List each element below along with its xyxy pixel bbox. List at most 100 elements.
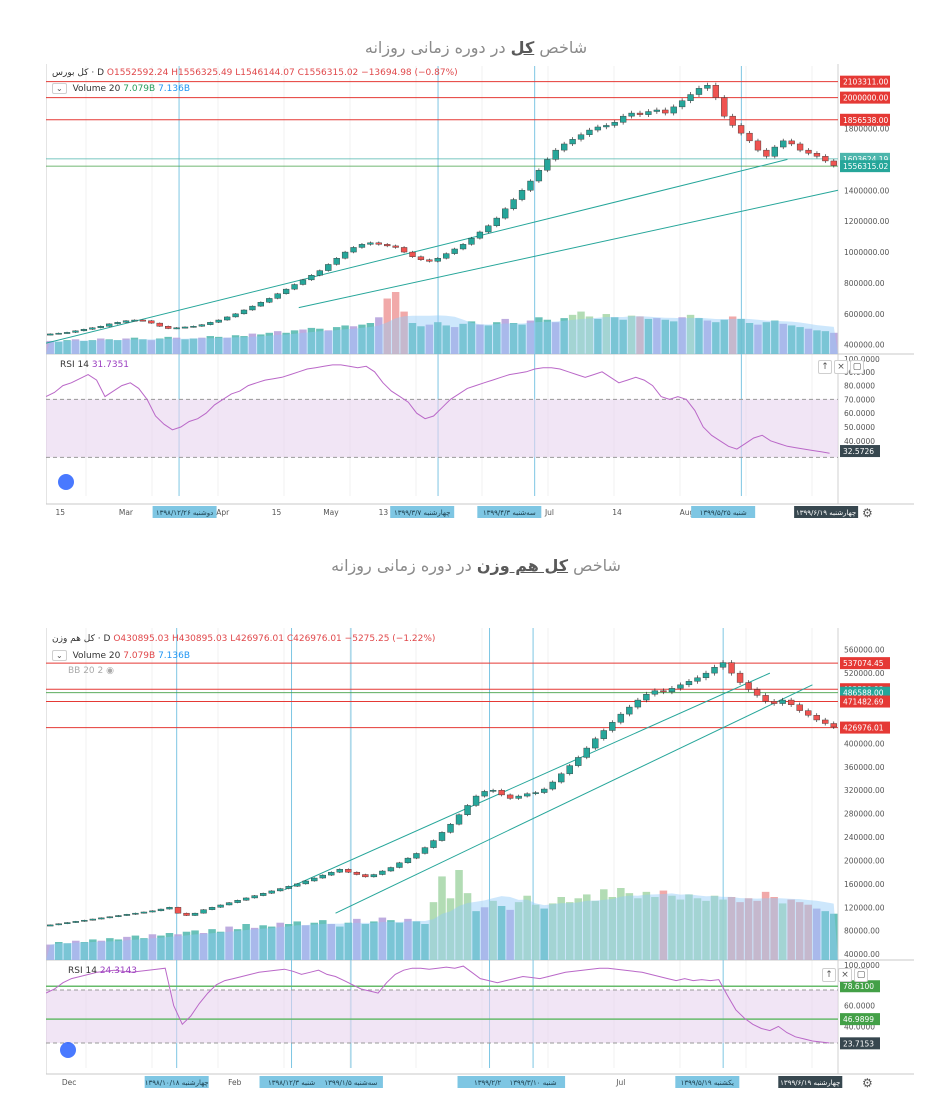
candle-body: [518, 190, 526, 200]
candle-body: [217, 904, 224, 908]
date-tag: شنبه ۱۳۹۹/۵/۲۵: [700, 509, 747, 517]
volume-bar: [489, 900, 497, 960]
date-tag-bg: [675, 1076, 740, 1088]
rsi-band: [46, 990, 838, 1044]
volume-bar: [242, 924, 250, 960]
volume-ma-area: [46, 893, 838, 960]
volume-bar: [434, 322, 442, 354]
candle-body: [617, 713, 625, 723]
price-axis-label: 160000.00: [844, 880, 885, 889]
symbol-name: کل هم وزن: [52, 634, 95, 644]
collapse-legend-button[interactable]: ⌄: [52, 83, 67, 94]
top-legend-volume: ⌄ Volume 20 7.079B 7.136B: [52, 83, 190, 94]
volume-bar: [450, 327, 459, 354]
volume-bar: [644, 318, 653, 354]
volume-bar: [829, 913, 838, 960]
volume-bar: [531, 904, 540, 960]
close-pane-button[interactable]: ×: [834, 360, 848, 374]
candle-body: [788, 140, 795, 145]
bottom-chart[interactable]: 560000.00 520000.00 400000.00 360000.00 3200…: [46, 628, 914, 1090]
eye-icon[interactable]: ◉: [106, 666, 114, 676]
volume-bar: [63, 340, 71, 354]
candle-body: [392, 245, 399, 248]
price-axis-label: 400000.00: [844, 341, 885, 350]
volume-bar: [276, 922, 284, 960]
volume-bar: [727, 897, 736, 960]
candle-body: [498, 790, 505, 796]
volume-bar: [463, 893, 472, 960]
volume-bar: [97, 338, 105, 354]
volume-bar: [147, 340, 156, 354]
candle-body: [123, 914, 131, 916]
volume-bar: [634, 898, 642, 960]
volume-bar: [585, 316, 594, 354]
candle-body: [140, 911, 148, 914]
volume-bar: [206, 336, 215, 354]
volume-bar: [299, 329, 307, 354]
rsi-tag: 78.6100: [843, 982, 874, 991]
price-tag-bg: [840, 160, 890, 173]
top-chart-svg[interactable]: 1800000.00 1400000.00 1200000.00 1000000.00…: [46, 64, 914, 522]
candle-body: [736, 672, 744, 683]
volume-bar: [812, 908, 821, 960]
volume-bar: [548, 903, 557, 960]
candle-body: [232, 313, 239, 318]
rsi-tag-bg: [840, 980, 880, 993]
candle-body: [577, 134, 585, 140]
candle-body: [787, 699, 795, 705]
volume-bar: [821, 911, 829, 960]
close-pane-button[interactable]: ×: [838, 968, 852, 982]
volume-bar: [543, 319, 552, 354]
move-up-button[interactable]: ↑: [818, 360, 832, 374]
candle-body: [299, 279, 307, 285]
collapse-legend-button[interactable]: ⌄: [52, 650, 67, 661]
trend-line: [46, 158, 788, 344]
volume-bar: [804, 328, 813, 354]
candle-body: [558, 773, 565, 783]
candle-body: [515, 795, 522, 799]
candle-body: [353, 871, 361, 875]
maximize-pane-button[interactable]: ▢: [850, 360, 864, 374]
candle-body: [754, 140, 762, 151]
volume-bar: [509, 323, 518, 354]
candle-body: [291, 284, 298, 290]
candle-body: [173, 327, 180, 330]
volume-bar: [762, 322, 771, 354]
candle-body: [148, 320, 155, 324]
time-axis-label: 14: [612, 508, 622, 517]
volume-bar: [678, 317, 686, 354]
volume-bar: [344, 922, 353, 960]
volume-bar: [467, 321, 476, 354]
price-tag: 2103311.00: [843, 78, 889, 87]
date-tag: یکشنبه ۱۳۹۹/۵/۱۹: [681, 1079, 734, 1087]
rsi-tag-bg: [840, 1037, 880, 1050]
move-up-button[interactable]: ↑: [822, 968, 836, 982]
volume-bar: [518, 324, 526, 354]
date-tag: شنبه ۱۳۹۸/۱۲/۳: [268, 1079, 315, 1087]
candle-body: [586, 129, 593, 135]
candle-body: [544, 159, 551, 171]
bb-label: BB 20 2: [68, 666, 104, 676]
candle-body: [341, 251, 349, 259]
maximize-pane-button[interactable]: ▢: [854, 968, 868, 982]
volume-bar: [619, 319, 627, 354]
volume-bar: [123, 936, 131, 960]
price-axis-label: 200000.00: [844, 856, 885, 865]
candle-body: [687, 94, 694, 101]
top-chart[interactable]: 1800000.00 1400000.00 1200000.00 1000000.00…: [46, 64, 914, 522]
volume-bar: [770, 897, 778, 960]
volume-bar: [484, 325, 493, 354]
candle-body: [626, 706, 633, 715]
volume-bar: [191, 930, 199, 960]
rsi-tag: 46.9899: [843, 1015, 874, 1024]
candle-body: [476, 231, 484, 239]
candle-body: [447, 823, 454, 833]
rsi-axis-label: 80.0000: [844, 382, 875, 391]
bottom-chart-svg[interactable]: 560000.00 520000.00 400000.00 360000.00 3200…: [46, 628, 914, 1090]
volume-bar: [223, 337, 231, 354]
price-tag: 1603624.19: [843, 155, 889, 164]
price-tag: 486588.00: [843, 689, 884, 698]
candle-body: [165, 326, 172, 329]
volume-bar: [215, 336, 223, 354]
candle-body: [502, 208, 509, 219]
